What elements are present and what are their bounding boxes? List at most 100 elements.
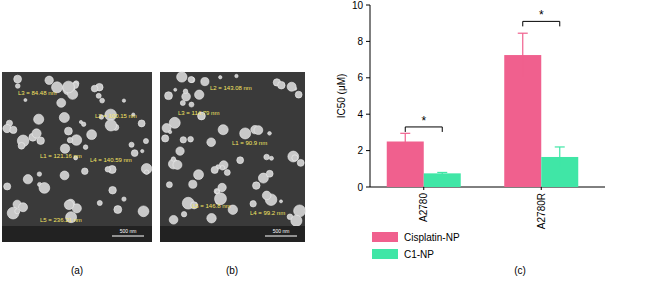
particle: [218, 125, 228, 135]
particle: [64, 127, 72, 135]
particle: [177, 72, 187, 82]
particle: [67, 137, 72, 142]
particle: [79, 120, 82, 123]
particle: [45, 76, 53, 84]
particle: [220, 165, 225, 170]
sem-image: 500 nmL3 = 84.48 nmL2 = 100.15 nmL1 = 12…: [2, 72, 152, 242]
y-tick: [366, 41, 370, 42]
particle: [174, 88, 177, 91]
legend-swatch: [372, 232, 398, 242]
particle: [180, 101, 185, 106]
legend-swatch: [372, 249, 398, 259]
particle: [224, 169, 230, 175]
measurement-label: L5 = 236.21 nm: [40, 217, 82, 223]
particle: [266, 170, 273, 177]
significance-label: *: [421, 114, 426, 128]
particle: [129, 142, 134, 147]
y-tick-label: 6: [357, 72, 363, 83]
particle: [297, 159, 304, 166]
particle: [141, 164, 151, 174]
error-line: [522, 33, 523, 77]
particle: [83, 145, 88, 150]
y-tick: [366, 150, 370, 151]
particle: [143, 139, 148, 144]
particle: [87, 130, 97, 140]
particle: [105, 167, 110, 172]
measurement-label: L4 = 140.59 nm: [90, 157, 132, 163]
particle: [122, 197, 126, 201]
error-cap: [437, 172, 447, 173]
panel-label: (c): [514, 265, 526, 276]
particle: [235, 74, 238, 77]
particle: [64, 200, 73, 209]
particle: [279, 200, 282, 203]
scale-bar-label: 500 nm: [120, 228, 137, 234]
particle: [211, 166, 218, 173]
x-tick-label: A2780: [418, 193, 429, 222]
particle: [114, 206, 122, 214]
particle: [287, 82, 296, 91]
y-tick: [366, 114, 370, 115]
particle: [183, 89, 188, 94]
sem-background: [2, 72, 152, 242]
figure: 500 nmL3 = 84.48 nmL2 = 100.15 nmL1 = 12…: [0, 0, 654, 282]
panel-label: (a): [71, 265, 83, 276]
bars: [387, 33, 579, 187]
sem-image: 500 nmL2 = 143.08 nmL3 = 114.79 nmL1 = 9…: [160, 72, 306, 242]
scale-bar-label: 500 nm: [273, 228, 290, 234]
y-tick-label: 10: [352, 0, 364, 11]
particle: [168, 130, 171, 133]
particle: [60, 171, 69, 180]
particle: [176, 147, 184, 155]
particle: [207, 214, 216, 223]
particle: [91, 85, 98, 92]
particle: [59, 113, 69, 123]
particle: [138, 206, 149, 217]
particle: [34, 114, 44, 124]
error-bar: [437, 172, 447, 174]
particle: [188, 77, 194, 83]
measurement-label: L1 = 90.9 nm: [232, 140, 267, 146]
particle: [37, 172, 41, 176]
particle: [201, 78, 209, 86]
error-cap: [555, 146, 565, 147]
y-tick: [366, 187, 370, 188]
particle: [292, 155, 298, 161]
particle: [105, 120, 116, 131]
particle: [165, 92, 173, 100]
y-tick: [366, 5, 370, 6]
scale-bar: [112, 236, 144, 237]
panel-label: (b): [226, 265, 238, 276]
particle: [278, 81, 286, 89]
particle: [264, 154, 270, 160]
particle: [39, 183, 50, 194]
error-bar: [555, 147, 565, 167]
particle: [144, 170, 148, 174]
particle: [63, 81, 75, 93]
particle: [180, 137, 186, 143]
particle: [7, 207, 19, 219]
particle: [189, 102, 194, 107]
sem-info-bar: [2, 226, 152, 242]
particle: [173, 160, 182, 169]
particle: [96, 93, 101, 98]
particle: [4, 183, 11, 190]
particle: [288, 151, 299, 162]
particle: [100, 98, 105, 103]
measurement-label: L2 = 143.08 nm: [210, 85, 252, 91]
legend-label: C1-NP: [404, 249, 434, 260]
particle: [82, 168, 89, 175]
particle: [19, 203, 28, 212]
particle: [162, 135, 169, 142]
particle: [131, 150, 138, 157]
particle: [195, 90, 204, 99]
particle: [97, 200, 102, 205]
error-bar: [518, 33, 528, 77]
error-line: [405, 133, 406, 149]
particle: [57, 98, 66, 107]
particle: [268, 132, 272, 136]
legend-label: Cisplatin-NP: [404, 232, 460, 243]
y-axis: [370, 5, 371, 187]
x-tick: [541, 187, 542, 190]
particle: [291, 215, 302, 226]
